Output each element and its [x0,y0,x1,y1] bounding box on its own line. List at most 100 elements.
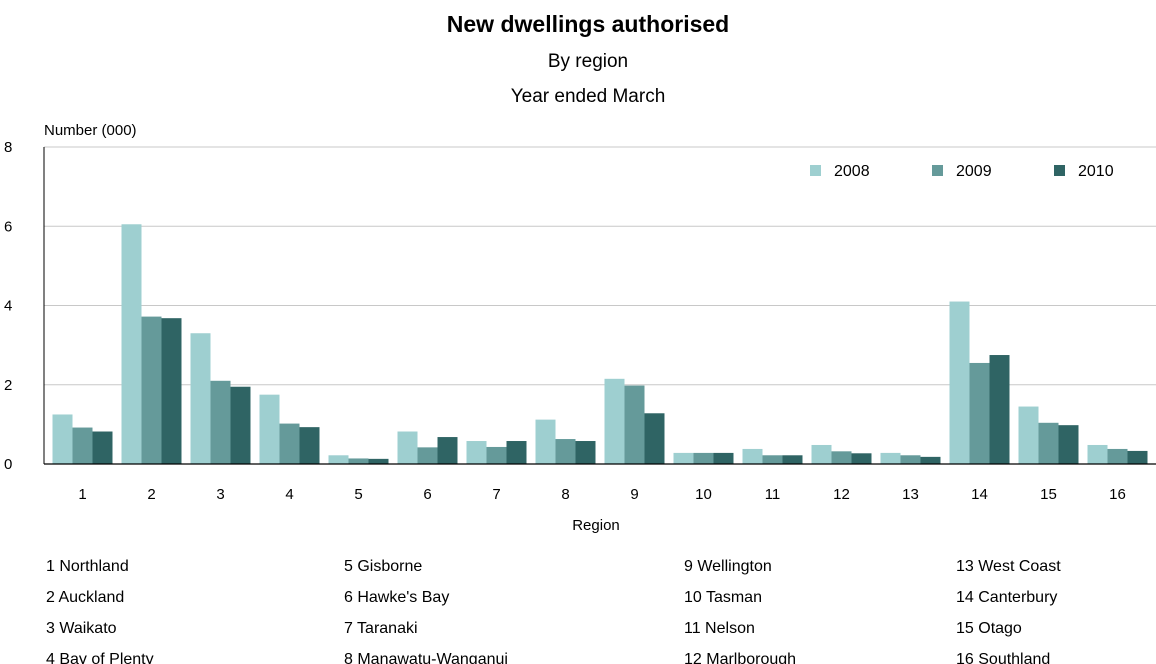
bar [368,458,389,464]
bar [782,455,803,464]
legend-label: 2009 [956,163,992,180]
bar [230,386,251,464]
region-key-item: 14 Canterbury [956,589,1057,606]
region-key-item: 12 Marlborough [684,651,796,664]
bar [851,453,872,464]
region-key-item: 15 Otago [956,620,1022,637]
region-key-item: 8 Manawatu-Wanganui [344,651,508,664]
y-tick-label: 2 [4,377,12,394]
region-key: 1 Northland 2 Auckland 3 Waikato 4 Bay of P… [46,558,1061,664]
bar [555,439,576,464]
bar [279,423,300,464]
y-tick-label: 4 [4,298,12,315]
region-key-item: 10 Tasman [684,589,762,606]
legend-swatch [932,165,943,176]
bar [1127,450,1148,464]
region-key-item: 5 Gisborne [344,558,422,575]
chart-subtitle-2: Year ended March [511,86,666,107]
bar [624,385,645,464]
x-tick-label: 13 [902,486,919,503]
x-tick-label: 14 [971,486,988,503]
x-tick-label: 8 [561,486,569,503]
bar [1107,448,1128,464]
y-axis-label: Number (000) [44,122,137,139]
bars [44,224,1156,465]
x-tick-label: 15 [1040,486,1057,503]
bar [604,378,625,464]
x-ticks: 1 2 3 4 5 6 7 8 9 10 11 12 13 14 15 16 [78,486,1126,503]
bar [299,427,320,464]
bar [92,431,113,464]
x-tick-label: 16 [1109,486,1126,503]
region-key-item: 16 Southland [956,651,1050,664]
bar [693,452,714,464]
bar [713,452,734,464]
chart-title: New dwellings authorised [447,11,729,37]
legend-swatch [810,165,821,176]
bar [348,458,369,464]
bar [1038,422,1059,464]
region-key-item: 3 Waikato [46,620,117,637]
x-tick-label: 4 [285,486,293,503]
region-key-item: 1 Northland [46,558,129,575]
x-tick-label: 1 [78,486,86,503]
bar [762,455,783,464]
bar [949,301,970,464]
bar [417,447,438,464]
bar [989,355,1010,464]
x-tick-label: 6 [423,486,431,503]
bar [72,427,93,464]
y-tick-label: 0 [4,456,12,473]
x-axis-label: Region [572,517,620,534]
legend-swatch [1054,165,1065,176]
bar [831,451,852,464]
y-tick-label: 8 [4,139,12,156]
region-key-item: 6 Hawke's Bay [344,589,449,606]
x-tick-label: 3 [216,486,224,503]
bar [52,414,73,464]
legend: 2008 2009 2010 [810,163,1114,180]
bar [466,441,487,464]
y-tick-label: 6 [4,218,12,235]
x-tick-label: 9 [630,486,638,503]
bar [1087,444,1108,464]
bar [920,456,941,464]
bar [328,455,349,464]
bar [1018,406,1039,464]
bar [121,224,142,464]
region-key-item: 7 Taranaki [344,620,418,637]
bar [575,441,596,464]
bar [486,446,507,464]
x-tick-label: 2 [147,486,155,503]
bar [811,444,832,464]
bar [259,394,280,464]
y-ticks: 0 2 4 6 8 [4,139,12,473]
chart-subtitle-1: By region [548,51,628,72]
x-tick-label: 11 [765,486,781,503]
bar [969,362,990,464]
bar [880,452,901,464]
x-tick-label: 10 [695,486,712,503]
x-tick-label: 12 [833,486,850,503]
bar [742,448,763,464]
bar [506,441,527,464]
region-key-item: 2 Auckland [46,589,124,606]
legend-label: 2010 [1078,163,1114,180]
bar [437,437,458,464]
bar [900,455,921,464]
bar [535,419,556,464]
bar [210,380,231,464]
bar [673,452,694,464]
legend-label: 2008 [834,163,870,180]
bar [397,431,418,464]
region-key-item: 11 Nelson [684,620,755,637]
bar [161,318,182,464]
bar [141,316,162,464]
region-key-item: 4 Bay of Plenty [46,651,154,664]
bar [644,413,665,464]
x-tick-label: 7 [492,486,500,503]
x-tick-label: 5 [354,486,362,503]
region-key-item: 9 Wellington [684,558,772,575]
region-key-item: 13 West Coast [956,558,1061,575]
